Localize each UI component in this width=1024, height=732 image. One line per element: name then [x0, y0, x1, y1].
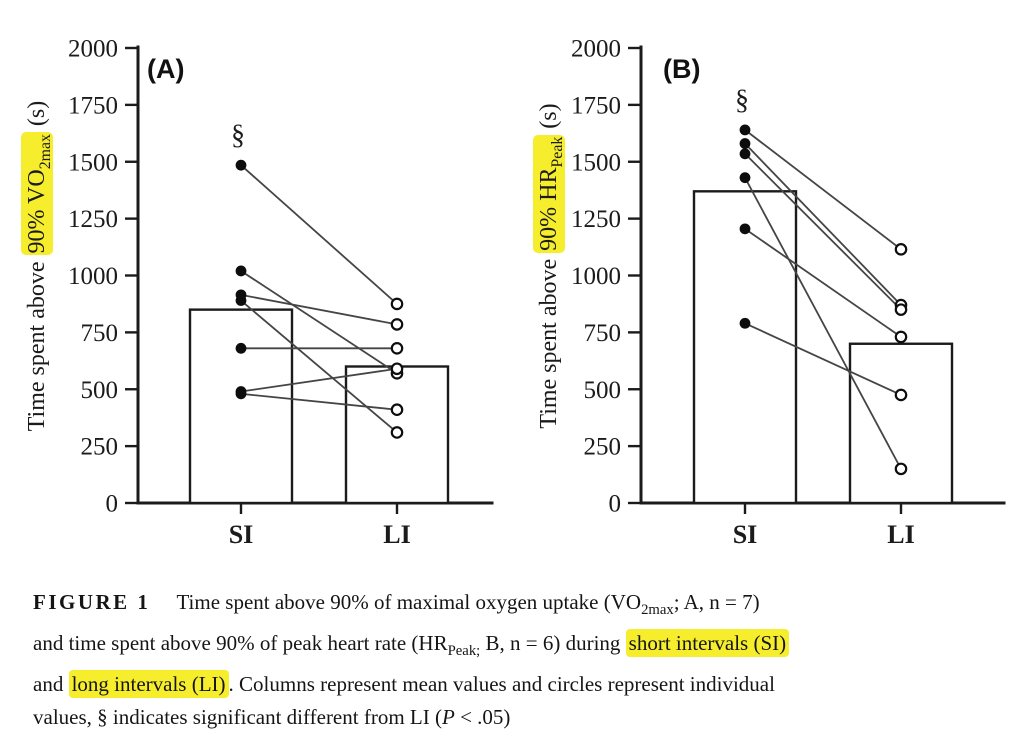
y-tick-label: 750: [584, 320, 622, 347]
y-tick-label: 0: [609, 491, 622, 518]
y-tick-label: 0: [106, 491, 119, 518]
x-category-label: SI: [229, 520, 254, 549]
y-tick-label: 500: [81, 377, 119, 404]
pair-line: [240, 164, 398, 305]
si-data-point: [235, 342, 247, 354]
li-data-point: [894, 303, 908, 316]
y-tick-label: 1750: [571, 92, 621, 119]
caption-text: P: [441, 705, 455, 730]
si-data-point: [235, 159, 247, 171]
panel-label: (B): [663, 54, 700, 84]
si-data-point: [235, 295, 247, 306]
si-data-point: [235, 265, 247, 277]
x-category-label: LI: [887, 520, 914, 549]
figure-number-label: FIGURE 1: [33, 590, 151, 614]
x-category-label: LI: [383, 520, 410, 549]
caption-text: < .05): [454, 705, 511, 730]
si-data-point: [235, 388, 247, 400]
pair-line: [240, 392, 398, 411]
caption-text: ; A, n = 7): [673, 590, 760, 614]
li-data-point: [390, 297, 404, 311]
li-data-point: [390, 341, 404, 355]
y-tick-label: 1000: [571, 263, 621, 290]
caption-highlighted-text: long intervals (LI): [68, 670, 229, 699]
caption-text: B, n = 6) during: [480, 631, 626, 656]
li-data-point: [894, 462, 908, 476]
panel-b: Time spent above 90% HRPeak (s) 0 250 500 7…: [512, 0, 1024, 565]
pair-line: [744, 129, 902, 251]
caption-highlighted-text: short intervals (SI): [625, 629, 790, 658]
li-data-point: [390, 403, 404, 417]
y-tick-label: 1000: [68, 263, 118, 290]
y-tick-label: 2000: [571, 36, 621, 63]
si-data-point: [739, 138, 751, 149]
caption-line: values, § indicates significant differen…: [33, 701, 993, 732]
caption-text: Time spent above 90% of maximal oxygen u…: [176, 590, 642, 614]
y-tick-label: 750: [81, 320, 119, 347]
li-data-point: [894, 388, 908, 402]
si-data-point: [739, 317, 751, 329]
figure-caption: FIGURE 1 Time spent above 90% of maximal …: [33, 586, 993, 732]
pair-line: [240, 367, 398, 393]
caption-line: and time spent above 90% of peak heart r…: [33, 627, 993, 668]
caption-line: FIGURE 1 Time spent above 90% of maximal …: [33, 586, 993, 627]
pair-line: [744, 142, 902, 306]
y-tick-label: 2000: [68, 36, 118, 63]
pair-line: [744, 153, 902, 311]
significance-symbol: §: [735, 85, 749, 116]
caption-line: and long intervals (LI). Columns represe…: [33, 668, 993, 701]
y-tick-label: 250: [81, 434, 119, 461]
pair-line: [744, 228, 902, 338]
caption-text: and: [33, 672, 69, 697]
panel-label: (A): [147, 54, 184, 84]
significance-symbol: §: [231, 120, 245, 151]
li-data-point: [390, 318, 404, 331]
chart-panel-a: 0 250 500 750 1000 1250 1500 1750 2000 SI LI § (A): [68, 36, 494, 549]
si-data-point: [739, 148, 751, 160]
pair-line: [744, 322, 902, 396]
y-tick-label: 1500: [68, 149, 118, 176]
pair-line: [240, 293, 398, 326]
caption-text: Peak;: [447, 643, 481, 660]
x-category-label: SI: [733, 520, 758, 549]
li-data-point: [390, 362, 404, 376]
pair-line: [240, 299, 398, 434]
mean-bar-si: [188, 308, 294, 505]
li-data-point: [894, 243, 908, 256]
mean-bar-li: [848, 342, 954, 505]
panel-a: Time spent above 90% VO2max (s) 0 250 500 7…: [0, 0, 512, 565]
si-data-point: [739, 124, 751, 136]
pair-line: [744, 177, 902, 470]
y-tick-label: 1500: [571, 149, 621, 176]
y-tick-label: 1250: [571, 206, 621, 233]
y-tick-label: 500: [584, 377, 622, 404]
si-data-point: [739, 223, 751, 235]
y-tick-label: 1250: [68, 206, 118, 233]
caption-text: 2max: [641, 602, 674, 619]
caption-text: and time spent above 90% of peak heart r…: [33, 631, 448, 656]
mean-bar-si: [692, 190, 798, 505]
y-tick-label: 1750: [68, 92, 118, 119]
pair-line: [240, 270, 398, 375]
caption-text: values, § indicates significant differen…: [33, 705, 442, 730]
caption-text: . Columns represent mean values and circ…: [228, 672, 775, 697]
li-data-point: [894, 330, 908, 344]
y-tick-label: 250: [584, 434, 622, 461]
li-data-point: [390, 426, 404, 439]
si-data-point: [739, 172, 751, 184]
chart-panel-b: 0 250 500 750 1000 1250 1500 1750 2000 SI LI § (B): [571, 36, 1006, 549]
